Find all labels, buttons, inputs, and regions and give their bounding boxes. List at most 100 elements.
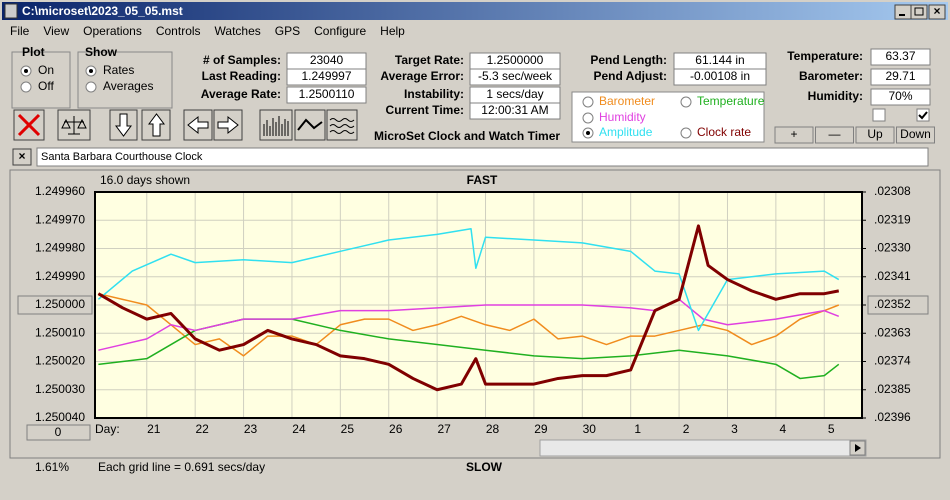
x-tick-label: 3 <box>731 422 738 436</box>
menu-item[interactable]: Configure <box>314 24 366 38</box>
legend-label: Humidity <box>599 110 646 124</box>
menu-item[interactable]: Help <box>380 24 405 38</box>
scroll-arrow <box>855 444 861 452</box>
minimize[interactable] <box>894 4 912 20</box>
field-box <box>286 68 367 86</box>
offset-button[interactable] <box>26 424 91 441</box>
field-label: Target Rate: <box>395 53 464 67</box>
field-value: -0.00108 in <box>690 69 750 83</box>
maximize-glyph <box>914 7 924 16</box>
field-label: Instability: <box>404 87 464 101</box>
tick-button[interactable] <box>17 295 93 315</box>
radio[interactable] <box>20 81 32 93</box>
maximize[interactable] <box>910 4 928 20</box>
field-value: 1 secs/day <box>486 87 543 101</box>
plot-border <box>94 191 863 419</box>
y2-tick-label: .02385 <box>874 382 911 396</box>
radio-label: On <box>38 63 54 77</box>
field-label: Current Time: <box>386 103 464 117</box>
toolbar[interactable] <box>13 109 358 141</box>
radio[interactable] <box>680 96 692 108</box>
menu-item[interactable]: Operations <box>83 24 142 38</box>
radio[interactable] <box>582 112 594 124</box>
radio[interactable] <box>680 127 692 139</box>
button[interactable] <box>896 126 935 144</box>
balance-icon <box>61 116 87 135</box>
menu-item[interactable]: Watches <box>215 24 261 38</box>
y-tick-label: 1.250000 <box>35 297 85 311</box>
menu-item[interactable]: Controls <box>156 24 201 38</box>
field-label: Average Rate: <box>201 87 281 101</box>
close[interactable] <box>928 4 946 20</box>
button[interactable] <box>774 126 814 144</box>
y2-tick-label: .02352 <box>874 297 911 311</box>
clock-name-field[interactable] <box>36 147 929 167</box>
legend-label: Temperature <box>697 94 765 108</box>
x-tick-label: 5 <box>828 422 835 436</box>
series-line <box>97 227 840 332</box>
radio-dot <box>89 69 93 73</box>
legend-label: Clock rate <box>697 125 751 139</box>
clear-icon <box>17 113 41 137</box>
close-name-button[interactable] <box>12 148 32 166</box>
bottom-label: SLOW <box>466 460 503 474</box>
menu-item[interactable]: View <box>43 24 69 38</box>
plot-group-box <box>11 51 71 109</box>
field-box <box>673 68 767 86</box>
x-tick-label: 30 <box>583 422 597 436</box>
checkbox[interactable] <box>872 108 886 122</box>
legend-label: Amplitude <box>599 125 653 139</box>
y-tick-label: 1.249980 <box>35 241 85 255</box>
field-label: Average Error: <box>380 69 464 83</box>
radio-label: Rates <box>103 63 134 77</box>
scrollbar[interactable] <box>539 439 867 457</box>
y-tick-label: 1.250020 <box>35 354 85 368</box>
window-title: C:\microset\2023_05_05.mst <box>22 4 183 18</box>
left-icon <box>187 115 209 135</box>
y-tick-label: 1.249960 <box>35 184 85 198</box>
field-box <box>870 88 931 106</box>
x-tick-label: 28 <box>486 422 500 436</box>
radio[interactable] <box>582 96 594 108</box>
checkbox[interactable] <box>916 108 930 122</box>
x-tick-label: 21 <box>147 422 161 436</box>
percent: 1.61% <box>35 460 69 474</box>
field-label: Pend Adjust: <box>593 69 667 83</box>
field-box <box>469 102 561 120</box>
group-title: Plot <box>22 45 45 59</box>
button[interactable] <box>815 126 854 144</box>
button-label: + <box>790 127 797 141</box>
x-tick-label: 24 <box>292 422 306 436</box>
y2-tick-label: .02341 <box>874 269 911 283</box>
close-name-glyph: × <box>18 149 25 163</box>
field-value: 1.2500110 <box>299 87 355 101</box>
legend-box <box>571 91 765 143</box>
field-box <box>286 86 367 104</box>
y2-tick-label: .02319 <box>874 212 911 226</box>
right-icon <box>217 115 239 135</box>
offset-label: 0 <box>55 425 62 439</box>
app-name: MicroSet Clock and Watch Timer <box>374 129 560 143</box>
field-label: Barometer: <box>799 69 863 83</box>
radio-dot <box>24 69 28 73</box>
radio[interactable] <box>85 81 97 93</box>
y-tick-label: 1.249990 <box>35 269 85 283</box>
bars-icon <box>263 116 289 136</box>
legend-label: Barometer <box>599 94 655 108</box>
menu-item[interactable]: File <box>10 24 30 38</box>
field-label: Pend Length: <box>590 53 667 67</box>
window-controls[interactable]: × <box>894 4 946 20</box>
button[interactable] <box>855 126 895 144</box>
show-group-box <box>77 51 173 109</box>
button-label: Up <box>867 127 883 141</box>
series-line <box>97 224 840 392</box>
y-tick-label: 1.249970 <box>35 212 85 226</box>
radio-dot <box>586 131 590 135</box>
up-icon <box>148 113 165 137</box>
menu-item[interactable]: GPS <box>275 24 300 38</box>
field-box <box>469 68 561 86</box>
tick-button[interactable] <box>867 295 929 315</box>
title-bar <box>2 2 948 20</box>
x-label: Day: <box>95 422 120 436</box>
